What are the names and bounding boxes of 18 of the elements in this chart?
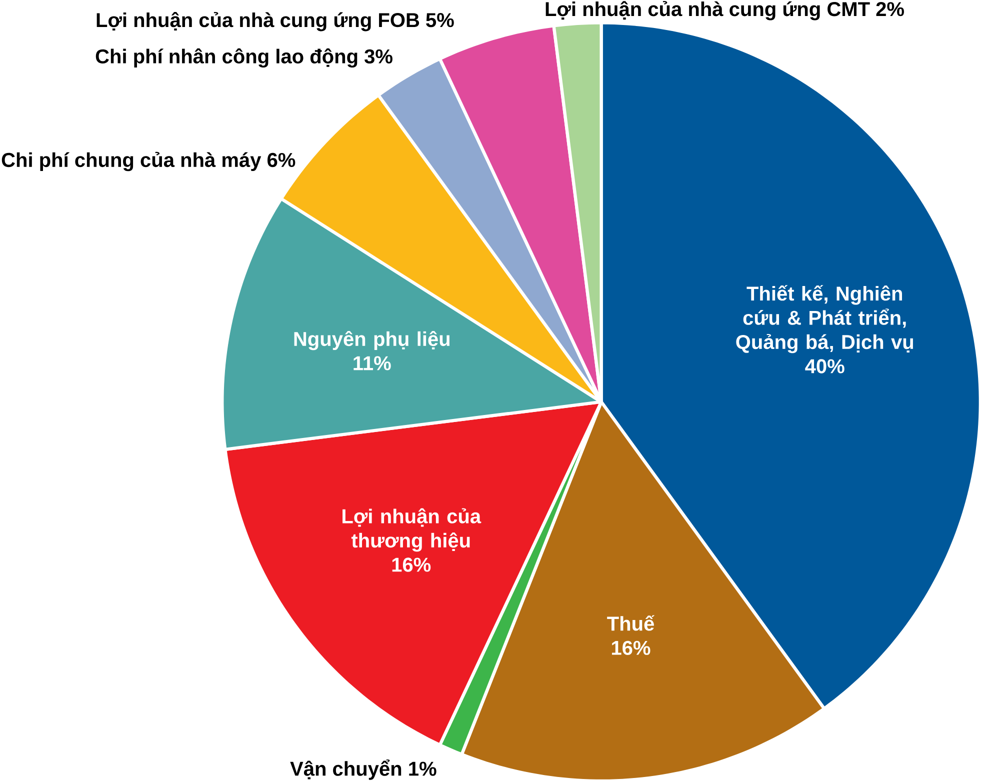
data-label: 40% xyxy=(805,359,844,374)
data-label: 11% xyxy=(354,356,391,370)
slice-label: Chi phí chung của nhà máy xyxy=(2,152,262,172)
data-label: 16% xyxy=(612,641,650,656)
slice-label: Lợi nhuận của thương hiệu xyxy=(342,508,482,552)
data-label: 3% xyxy=(364,50,392,64)
slice-label: Nguyên phụ liệu xyxy=(294,331,450,350)
slice-label: Vận chuyển xyxy=(290,760,402,780)
data-label: 5% xyxy=(426,13,454,28)
slice-label: Chi phí nhân công lao động xyxy=(96,48,358,68)
data-label: 2% xyxy=(876,2,904,16)
data-label: 1% xyxy=(409,762,436,776)
data-label: 16% xyxy=(392,558,431,572)
slice-label: Lợi nhuận của nhà cung ứng CMT xyxy=(546,1,870,20)
slice-label: Lợi nhuận của nhà cung ứng FOB xyxy=(96,12,420,32)
data-label: 6% xyxy=(268,153,296,168)
slice-label: Thiết kế, Nghiên cứu & Phát triển, Quảng bá, Dịch vụ xyxy=(736,285,914,354)
slice-label: Thuế xyxy=(607,615,655,631)
